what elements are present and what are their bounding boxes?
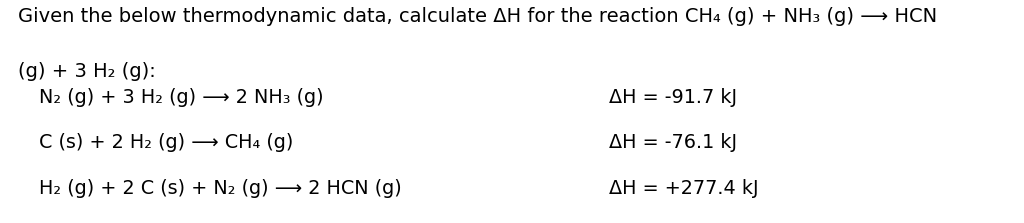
Text: (g) + 3 H₂ (g):: (g) + 3 H₂ (g): [18, 62, 157, 81]
Text: ΔH = -91.7 kJ: ΔH = -91.7 kJ [609, 87, 737, 107]
Text: H₂ (g) + 2 C (s) + N₂ (g) ⟶ 2 HCN (g): H₂ (g) + 2 C (s) + N₂ (g) ⟶ 2 HCN (g) [39, 179, 401, 198]
Text: ΔH = +277.4 kJ: ΔH = +277.4 kJ [609, 179, 759, 198]
Text: N₂ (g) + 3 H₂ (g) ⟶ 2 NH₃ (g): N₂ (g) + 3 H₂ (g) ⟶ 2 NH₃ (g) [39, 87, 324, 107]
Text: ΔH = -76.1 kJ: ΔH = -76.1 kJ [609, 133, 737, 152]
Text: C (s) + 2 H₂ (g) ⟶ CH₄ (g): C (s) + 2 H₂ (g) ⟶ CH₄ (g) [39, 133, 293, 152]
Text: Given the below thermodynamic data, calculate ΔH for the reaction CH₄ (g) + NH₃ : Given the below thermodynamic data, calc… [18, 7, 938, 26]
